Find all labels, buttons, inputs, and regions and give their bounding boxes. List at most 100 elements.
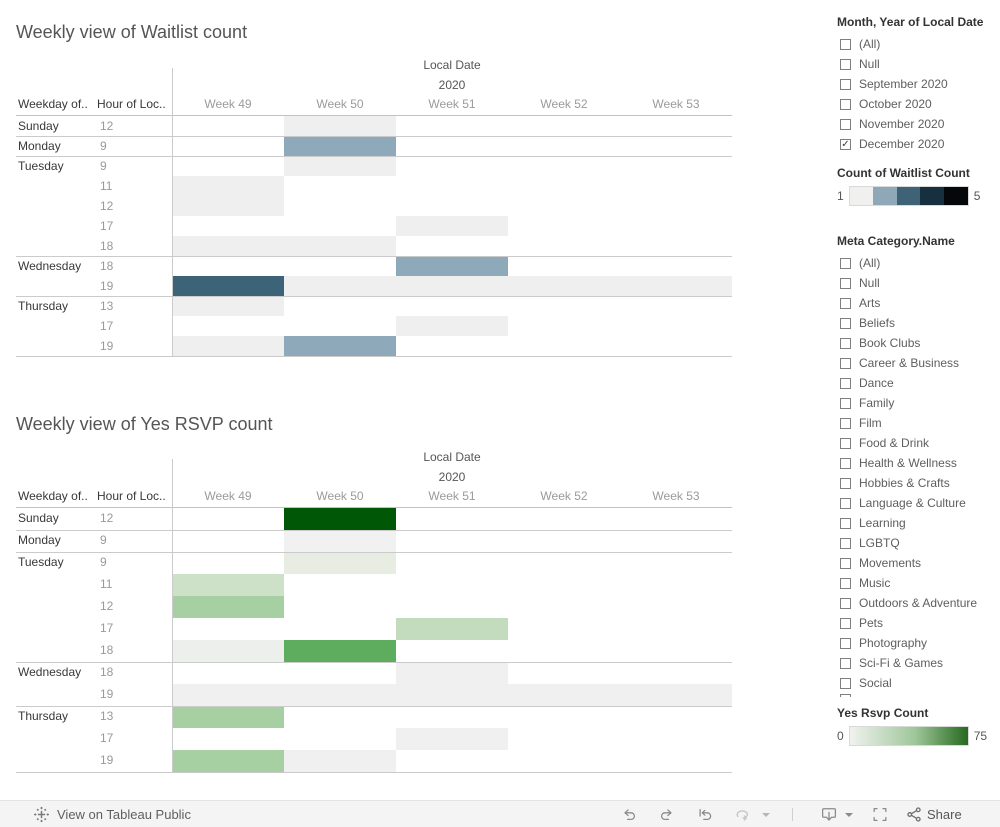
download-icon[interactable] [820,806,838,823]
category-filter-option[interactable]: Photography [840,635,927,651]
week-column-header[interactable]: Week 50 [316,489,364,503]
unchecked-checkbox-icon[interactable] [840,577,851,589]
hour-label[interactable]: 11 [100,577,113,591]
unchecked-checkbox-icon[interactable] [840,537,851,549]
category-filter-option[interactable]: Beliefs [840,315,895,331]
hour-label[interactable]: 12 [100,199,114,213]
unchecked-checkbox-icon[interactable] [840,118,851,130]
category-filter-option[interactable]: LGBTQ [840,535,900,551]
unchecked-checkbox-icon[interactable] [840,277,851,289]
heatmap-cell[interactable] [172,750,284,772]
heatmap-cell[interactable] [396,618,508,640]
heatmap-cell[interactable] [284,750,396,772]
category-filter-option[interactable]: Movements [840,555,921,571]
week-column-header[interactable]: Week 50 [316,97,364,111]
heatmap-cell[interactable] [172,296,284,316]
hour-label[interactable]: 9 [100,533,107,547]
weekday-label[interactable]: Sunday [18,119,59,133]
category-filter-option[interactable]: Career & Business [840,355,959,371]
download-dropdown-caret[interactable] [845,813,853,817]
heatmap-cell[interactable] [396,662,508,684]
heatmap-cell[interactable] [396,728,508,750]
unchecked-checkbox-icon[interactable] [840,497,851,509]
rsvp-color-legend[interactable]: 0 75 [837,726,987,746]
weekday-label[interactable]: Monday [18,533,61,547]
hour-label[interactable]: 12 [100,119,114,133]
unchecked-checkbox-icon[interactable] [840,677,851,689]
hour-label[interactable]: 17 [100,731,114,745]
category-filter-option[interactable]: Null [840,275,880,291]
unchecked-checkbox-icon[interactable] [840,457,851,469]
view-on-tableau-public-link[interactable]: View on Tableau Public [57,807,191,822]
unchecked-checkbox-icon[interactable] [840,517,851,529]
hour-label[interactable]: 12 [100,511,114,525]
refresh-dropdown-caret[interactable] [762,813,770,817]
heatmap-cell[interactable] [284,236,396,256]
unchecked-checkbox-icon[interactable] [840,58,851,70]
heatmap-cell[interactable] [620,276,732,296]
heatmap-cell[interactable] [508,276,620,296]
heatmap-cell[interactable] [172,196,284,216]
unchecked-checkbox-icon[interactable] [840,38,851,50]
week-column-header[interactable]: Week 52 [540,489,588,503]
unchecked-checkbox-icon[interactable] [840,657,851,669]
unchecked-checkbox-icon[interactable] [840,297,851,309]
unchecked-checkbox-icon[interactable] [840,377,851,389]
unchecked-checkbox-icon[interactable] [840,637,851,649]
category-filter-option[interactable]: Food & Drink [840,435,929,451]
heatmap-cell[interactable] [284,276,396,296]
undo-icon[interactable] [620,806,638,823]
rsvp-legend-gradient-bar[interactable] [848,726,969,746]
unchecked-checkbox-icon[interactable] [840,417,851,429]
hour-label[interactable]: 12 [100,599,114,613]
weekday-label[interactable]: Sunday [18,511,59,525]
month-filter-option[interactable]: November 2020 [840,116,944,132]
unchecked-checkbox-icon[interactable] [840,98,851,110]
hour-label[interactable]: 18 [100,643,114,657]
heatmap-cell[interactable] [396,216,508,236]
heatmap-cell[interactable] [396,256,508,276]
week-column-header[interactable]: Week 53 [652,97,700,111]
weekday-label[interactable]: Monday [18,139,61,153]
category-filter-option[interactable]: Learning [840,515,906,531]
weekday-field-header[interactable]: Weekday of.. [18,97,88,111]
unchecked-checkbox-icon[interactable] [840,78,851,90]
heatmap-cell[interactable] [172,176,284,196]
heatmap-cell[interactable] [284,640,396,662]
hour-label[interactable]: 9 [100,555,107,569]
hour-label[interactable]: 18 [100,239,114,253]
heatmap-cell[interactable] [284,552,396,574]
weekday-label[interactable]: Thursday [18,299,69,313]
hour-label[interactable]: 13 [100,709,114,723]
hour-label[interactable]: 17 [100,219,114,233]
heatmap-cell[interactable] [508,684,620,706]
heatmap-cell[interactable] [284,508,396,530]
heatmap-cell[interactable] [284,136,396,156]
heatmap-cell[interactable] [396,316,508,336]
heatmap-cell[interactable] [172,706,284,728]
month-filter-option[interactable]: (All) [840,36,880,52]
checked-checkbox-icon[interactable]: ✓ [840,138,851,150]
weekday-label[interactable]: Wednesday [18,665,82,679]
hour-label[interactable]: 19 [100,339,114,353]
category-filter-option[interactable]: Hobbies & Crafts [840,475,950,491]
hour-label[interactable]: 17 [100,621,114,635]
share-button[interactable]: Share [927,807,962,822]
month-filter-option[interactable]: Null [840,56,880,72]
heatmap-cell[interactable] [172,640,284,662]
hour-label[interactable]: 9 [100,159,107,173]
heatmap-cell[interactable] [172,276,284,296]
week-column-header[interactable]: Week 51 [428,97,476,111]
week-column-header[interactable]: Week 49 [204,97,252,111]
share-icon[interactable] [905,806,923,823]
unchecked-checkbox-icon[interactable] [840,437,851,449]
hour-field-header[interactable]: Hour of Loc.. [97,489,166,503]
week-column-header[interactable]: Week 51 [428,489,476,503]
week-column-header[interactable]: Week 53 [652,489,700,503]
unchecked-checkbox-icon[interactable] [840,477,851,489]
unchecked-checkbox-icon[interactable] [840,617,851,629]
heatmap-cell[interactable] [172,574,284,596]
week-column-header[interactable]: Week 52 [540,97,588,111]
unchecked-checkbox-icon[interactable] [840,337,851,349]
waitlist-legend-bar[interactable] [848,186,969,206]
